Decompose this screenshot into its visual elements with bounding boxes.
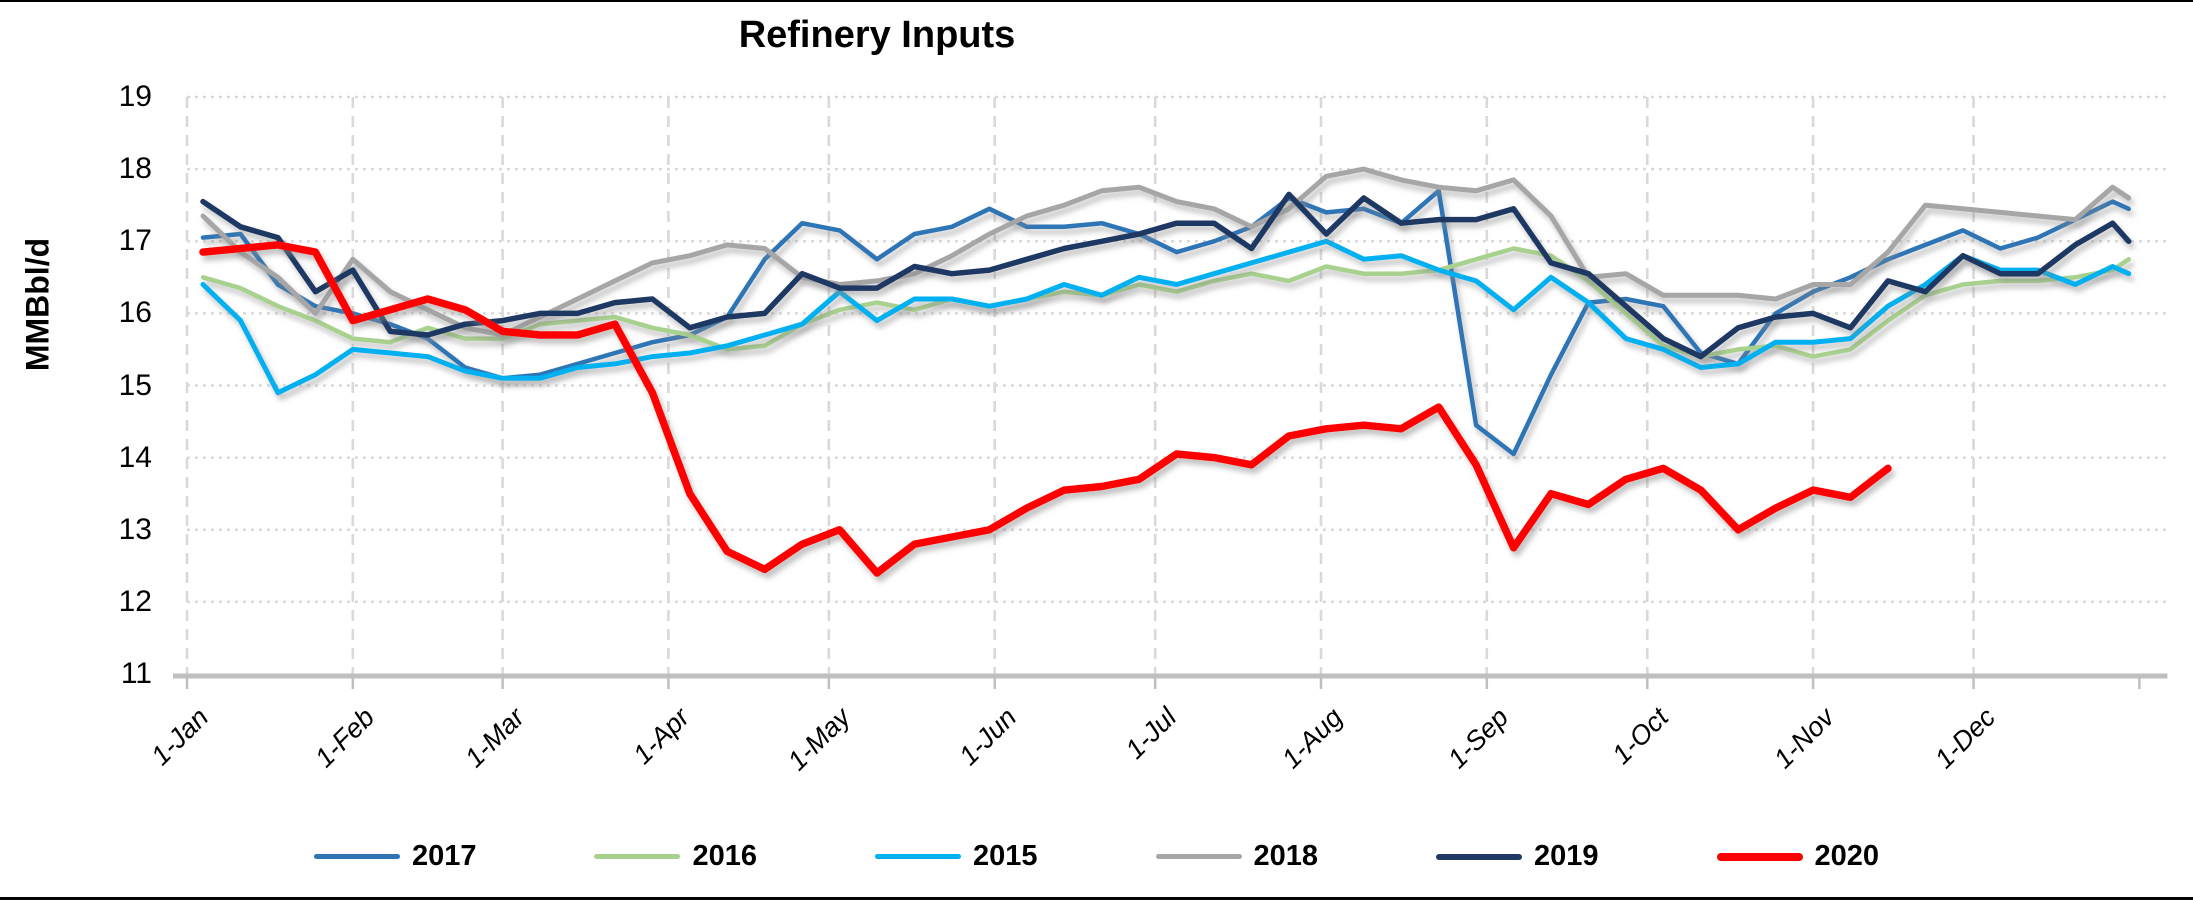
y-tick-label-16: 16 <box>118 296 152 330</box>
series-line-2018 <box>200 166 2132 338</box>
y-tick-label-17: 17 <box>118 224 152 258</box>
legend-item-2015: 2015 <box>874 840 1038 873</box>
legend-item-2019: 2019 <box>1436 840 1599 873</box>
legend-line-swatch-2020 <box>1716 852 1803 861</box>
legend-line-swatch-2016 <box>594 854 681 859</box>
y-tick-label-15: 15 <box>118 368 152 402</box>
legend-label-2017: 2017 <box>411 840 477 872</box>
legend-label-2016: 2016 <box>692 840 757 872</box>
legend-item-2018: 2018 <box>1155 840 1319 873</box>
y-tick-label-18: 18 <box>118 152 152 186</box>
legend-label-2015: 2015 <box>972 840 1038 872</box>
legend-label-2018: 2018 <box>1253 840 1319 872</box>
series-line-2020 <box>199 241 1892 577</box>
legend-item-2016: 2016 <box>594 840 757 873</box>
legend-line-swatch-2018 <box>1155 854 1242 859</box>
top-border <box>0 0 2193 2</box>
vertical-gridlines <box>185 97 1975 674</box>
chart-legend: 2017 2016 2015 2018 2019 2020 <box>0 840 2193 873</box>
legend-label-2020: 2020 <box>1814 840 1880 872</box>
legend-label-2019: 2019 <box>1534 840 1599 872</box>
series-line-2019 <box>200 191 2132 360</box>
legend-item-2020: 2020 <box>1716 840 1880 873</box>
y-tick-label-13: 13 <box>118 512 152 546</box>
y-tick-label-19: 19 <box>118 80 152 113</box>
horizontal-gridlines <box>187 95 2168 604</box>
series-lines <box>199 166 2132 577</box>
series-line-2015 <box>200 238 2132 396</box>
legend-line-swatch-2019 <box>1436 853 1523 860</box>
bottom-border <box>0 897 2193 900</box>
y-tick-label-12: 12 <box>118 584 152 618</box>
x-axis-line <box>173 673 2168 689</box>
y-tick-label-11: 11 <box>120 657 152 690</box>
series-line-2016 <box>200 246 2131 359</box>
y-tick-label-14: 14 <box>118 440 152 474</box>
chart-title: Refinery Inputs <box>738 14 1016 56</box>
legend-line-swatch-2017 <box>313 854 400 859</box>
legend-item-2017: 2017 <box>313 840 477 873</box>
legend-line-swatch-2015 <box>874 854 961 859</box>
